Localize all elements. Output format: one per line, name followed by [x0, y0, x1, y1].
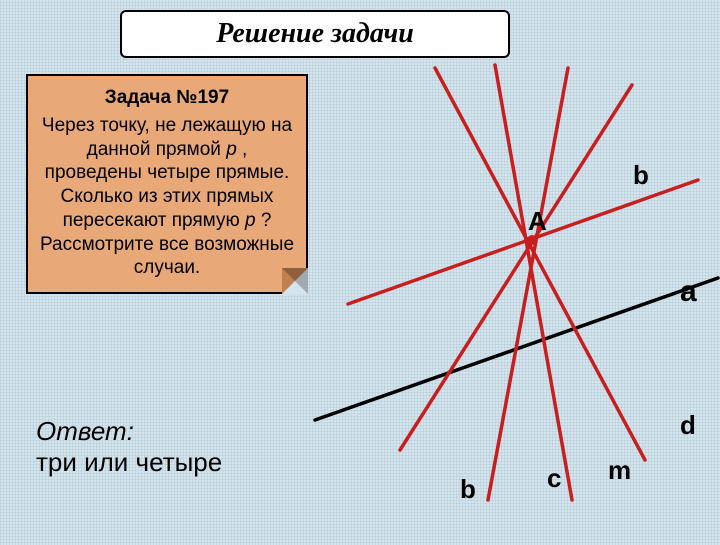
problem-text: Через точку, не лежащую на данной прямой… [40, 115, 294, 279]
label-b-upper: b [633, 160, 649, 191]
label-d: d [680, 410, 696, 441]
point-a-label: А [528, 206, 547, 237]
problem-box: Задача №197 Через точку, не лежащую на д… [26, 74, 308, 294]
answer-text: три или четыре [36, 447, 222, 477]
label-b-lower: b [460, 474, 476, 505]
answer-block: Ответ: три или четыре [36, 416, 222, 478]
title-box: Решение задачи [120, 10, 510, 58]
task-number: Задача №197 [36, 86, 298, 110]
title-text: Решение задачи [216, 18, 414, 49]
answer-label: Ответ: [36, 416, 134, 446]
label-m: m [608, 455, 631, 486]
label-c: c [547, 463, 561, 494]
geometry-diagram: А b a d m c b [300, 60, 720, 540]
label-a: a [680, 275, 697, 309]
diagram-svg [300, 60, 720, 540]
